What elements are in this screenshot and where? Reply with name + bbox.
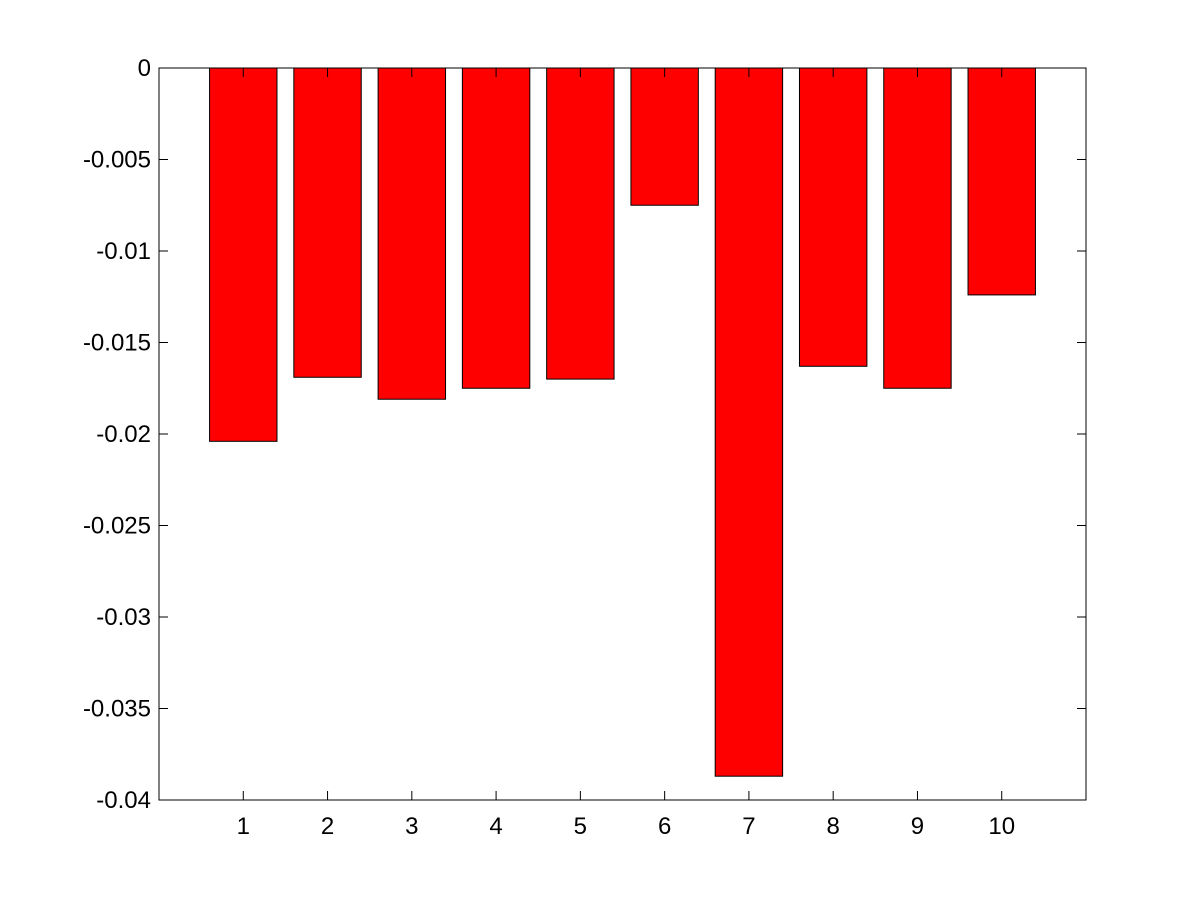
y-tick-label: -0.03 <box>96 604 151 631</box>
bar-3 <box>377 67 447 400</box>
bar-5 <box>546 67 615 380</box>
y-tick-label: -0.025 <box>83 513 151 540</box>
bars-layer <box>209 67 1036 777</box>
bar-10 <box>967 67 1036 296</box>
plot-frame <box>158 67 1087 801</box>
x-tick-label: 1 <box>237 813 250 840</box>
bar-8 <box>798 67 868 367</box>
x-tick-label: 5 <box>574 813 587 840</box>
bar-7 <box>714 67 784 777</box>
bar-2 <box>293 67 362 378</box>
y-tick-label: -0.02 <box>96 421 151 448</box>
x-tick-label: 8 <box>827 813 840 840</box>
y-tick-label: -0.035 <box>83 696 151 723</box>
x-tick-label: 6 <box>658 813 671 840</box>
y-tick-label: -0.01 <box>96 238 151 265</box>
x-tick-label: 9 <box>911 813 924 840</box>
x-tick-label: 3 <box>405 813 418 840</box>
y-tick-label: -0.005 <box>83 147 151 174</box>
bar-9 <box>883 67 952 389</box>
bar-1 <box>209 67 278 442</box>
y-tick-label: -0.04 <box>96 787 151 814</box>
x-tick-label: 7 <box>742 813 755 840</box>
x-tick-label: 10 <box>988 813 1015 840</box>
y-tick-label: -0.015 <box>83 330 151 357</box>
x-tick-label: 4 <box>489 813 502 840</box>
y-tick-label: 0 <box>138 55 151 82</box>
axes-layer: 1 2 3 4 5 6 7 8 9 10 0 -0.005 -0.01 -0.015 -0.02 -0.025… <box>83 55 1086 840</box>
bar-4 <box>461 67 531 389</box>
bar-6 <box>630 67 699 206</box>
x-tick-label: 2 <box>321 813 334 840</box>
